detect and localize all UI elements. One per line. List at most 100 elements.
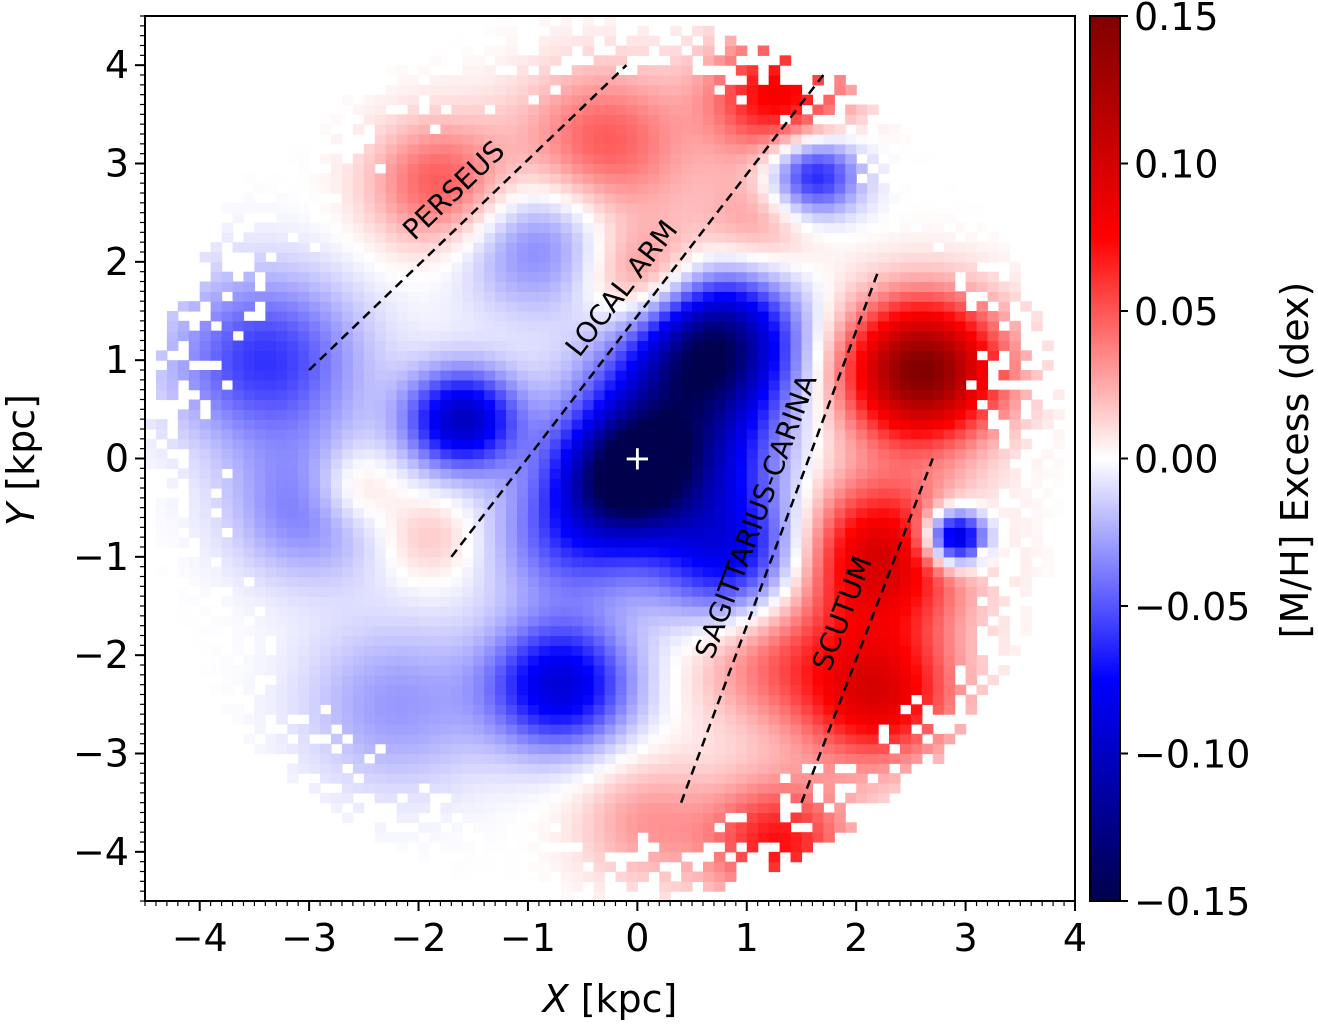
- heatmap-cell: [462, 724, 474, 735]
- heatmap-cell: [495, 340, 507, 351]
- heatmap-cell: [692, 802, 704, 814]
- heatmap-cell: [768, 65, 781, 76]
- heatmap-cell: [801, 802, 814, 814]
- heatmap-cell: [571, 202, 584, 214]
- heatmap-cell: [210, 330, 223, 342]
- heatmap-cell: [429, 674, 442, 686]
- heatmap-cell: [856, 114, 868, 125]
- heatmap-cell: [790, 724, 803, 735]
- heatmap-cell: [287, 143, 299, 155]
- heatmap-cell: [626, 704, 638, 715]
- heatmap-cell: [331, 665, 343, 676]
- heatmap-cell: [899, 625, 912, 637]
- heatmap-cell: [396, 271, 409, 283]
- heatmap-cell: [593, 655, 606, 666]
- heatmap-cell: [243, 497, 256, 509]
- heatmap-cell: [943, 537, 956, 548]
- heatmap-cell: [801, 586, 814, 597]
- heatmap-cell: [637, 517, 649, 528]
- heatmap-cell: [484, 783, 496, 794]
- heatmap-cell: [779, 193, 792, 204]
- heatmap-cell: [659, 320, 671, 332]
- heatmap-cell: [155, 566, 168, 578]
- heatmap-cell: [878, 271, 890, 283]
- heatmap-cell: [506, 458, 518, 469]
- heatmap-cell: [878, 783, 890, 794]
- heatmap-cell: [374, 537, 387, 548]
- heatmap-cell: [352, 635, 365, 646]
- heatmap-cell: [571, 773, 584, 784]
- heatmap-cell: [724, 792, 737, 804]
- heatmap-cell: [604, 694, 617, 705]
- heatmap-cell: [801, 370, 814, 381]
- heatmap-cell: [352, 733, 365, 745]
- heatmap-cell: [932, 370, 945, 381]
- heatmap-cell: [462, 104, 474, 115]
- heatmap-cell: [451, 468, 463, 479]
- heatmap-cell: [352, 763, 365, 774]
- heatmap-cell: [670, 547, 682, 558]
- heatmap-cell: [703, 163, 715, 174]
- heatmap-cell: [495, 389, 507, 401]
- heatmap-cell: [593, 891, 606, 901]
- heatmap-cell: [451, 153, 463, 165]
- heatmap-cell: [495, 84, 507, 96]
- heatmap-cell: [692, 724, 704, 735]
- heatmap-cell: [801, 183, 814, 194]
- heatmap-cell: [495, 399, 507, 410]
- heatmap-cell: [440, 802, 452, 814]
- heatmap-cell: [648, 173, 660, 184]
- heatmap-cell: [615, 773, 628, 784]
- heatmap-cell: [593, 311, 606, 322]
- heatmap-cell: [396, 812, 409, 823]
- heatmap-cell: [845, 645, 857, 656]
- heatmap-cell: [571, 291, 584, 302]
- heatmap-cell: [626, 753, 638, 764]
- heatmap-cell: [845, 193, 857, 204]
- heatmap-cell: [582, 291, 595, 302]
- heatmap-cell: [484, 743, 496, 755]
- heatmap-cell: [473, 665, 485, 676]
- heatmap-cell: [889, 330, 901, 342]
- heatmap-cell: [582, 370, 595, 381]
- heatmap-cell: [768, 94, 781, 106]
- heatmap-cell: [320, 488, 332, 499]
- heatmap-cell: [320, 153, 332, 165]
- heatmap-cell: [746, 468, 759, 479]
- heatmap-cell: [659, 871, 671, 882]
- heatmap-cell: [549, 330, 562, 342]
- heatmap-cell: [582, 842, 595, 853]
- heatmap-cell: [615, 242, 628, 253]
- heatmap-cell: [659, 822, 671, 833]
- heatmap-cell: [243, 714, 256, 725]
- heatmap-cell: [254, 576, 266, 587]
- heatmap-cell: [768, 537, 781, 548]
- heatmap-cell: [921, 379, 934, 391]
- heatmap-cell: [155, 379, 168, 391]
- heatmap-cell: [396, 134, 409, 145]
- heatmap-cell: [221, 488, 234, 499]
- heatmap-cell: [812, 252, 824, 263]
- heatmap-cell: [265, 153, 277, 165]
- heatmap-cell: [932, 438, 945, 450]
- heatmap-cell: [823, 645, 835, 656]
- heatmap-cell: [615, 615, 628, 627]
- heatmap-cell: [713, 311, 726, 322]
- heatmap-cell: [604, 242, 617, 253]
- heatmap-cell: [735, 153, 748, 165]
- heatmap-cell: [757, 783, 770, 794]
- heatmap-cell: [812, 547, 824, 558]
- heatmap-cell: [221, 517, 234, 528]
- heatmap-cell: [615, 173, 628, 184]
- heatmap-cell: [790, 615, 803, 627]
- heatmap-cell: [363, 222, 376, 233]
- heatmap-cell: [374, 330, 387, 342]
- heatmap-cell: [790, 419, 803, 430]
- heatmap-cell: [790, 399, 803, 410]
- heatmap-cell: [779, 547, 792, 558]
- heatmap-cell: [604, 232, 617, 243]
- heatmap-cell: [779, 222, 792, 233]
- heatmap-cell: [867, 261, 879, 273]
- heatmap-cell: [341, 488, 354, 499]
- heatmap-cell: [582, 360, 595, 371]
